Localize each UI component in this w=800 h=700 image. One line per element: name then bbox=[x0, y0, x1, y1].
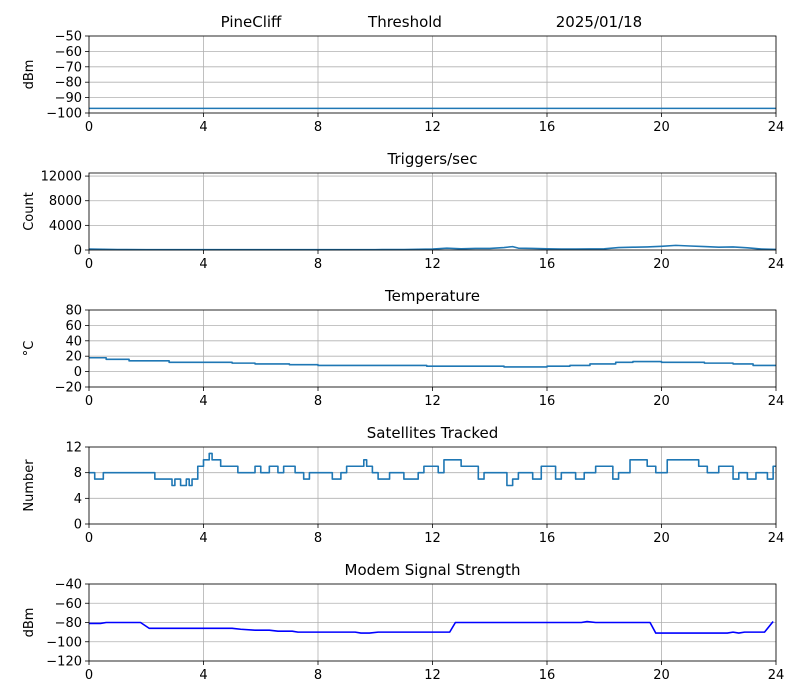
temperature-xtick-label-5: 20 bbox=[653, 394, 670, 409]
modem-signal-strength-xtick-label-4: 16 bbox=[539, 668, 556, 683]
temperature-ytick-label-1: 0 bbox=[74, 365, 82, 380]
modem-signal-strength-grid bbox=[88, 583, 777, 662]
temperature-series-line-0 bbox=[89, 356, 776, 368]
temperature-xtick-label-2: 8 bbox=[314, 394, 322, 409]
rf-level-panel: 0 4 8 12 16 20 24 −100−90−80−70−60−50 dBm bbox=[22, 30, 784, 136]
header-date: 2025/01/18 bbox=[556, 13, 642, 31]
triggers-sec-xtick-label-0: 0 bbox=[85, 257, 93, 272]
modem-signal-strength-ytick-label-4: −40 bbox=[55, 578, 82, 593]
triggers-sec-xtick-label-6: 24 bbox=[768, 257, 785, 272]
satellites-tracked-ytick-label-3: 12 bbox=[65, 441, 82, 456]
rf-level-xtick-label-3: 12 bbox=[424, 120, 441, 135]
triggers-sec-title: Triggers/sec bbox=[387, 150, 478, 168]
rf-level-xtick-label-5: 20 bbox=[653, 120, 670, 135]
header-station: PineCliff bbox=[221, 13, 282, 31]
modem-signal-strength-ytick-label-1: −100 bbox=[46, 635, 82, 650]
satellites-tracked-ytick-label-1: 4 bbox=[74, 492, 82, 507]
satellites-tracked-ytick-label-2: 8 bbox=[74, 466, 82, 481]
triggers-sec-xtick-label-3: 12 bbox=[424, 257, 441, 272]
modem-signal-strength-xtick-label-0: 0 bbox=[85, 668, 93, 683]
temperature-ytick-label-2: 20 bbox=[65, 350, 82, 365]
temperature-xtick-label-4: 16 bbox=[539, 394, 556, 409]
modem-signal-strength-series-line-0 bbox=[89, 620, 774, 634]
modem-signal-strength-ylabel: dBm bbox=[22, 608, 37, 638]
triggers-sec-ytick-label-1: 4000 bbox=[49, 219, 82, 234]
satellites-tracked-series-line-0 bbox=[89, 452, 776, 487]
temperature-ytick-label-5: 80 bbox=[65, 304, 82, 319]
modem-signal-strength-xtick-label-6: 24 bbox=[768, 668, 785, 683]
temperature-ytick-label-4: 60 bbox=[65, 319, 82, 334]
triggers-sec-ylabel: Count bbox=[22, 192, 37, 231]
satellites-tracked-xtick-label-4: 16 bbox=[539, 531, 556, 546]
modem-signal-strength-panel: 0 4 8 12 16 20 24 −120 −100 −80 −60 −40 Modem Signal… bbox=[22, 561, 784, 683]
modem-signal-strength-xtick-label-3: 12 bbox=[424, 668, 441, 683]
satellites-tracked-panel: 0 4 8 12 16 20 24 0 4 8 12 Satellites Tracked Number bbox=[22, 424, 784, 546]
modem-signal-strength-ytick-label-0: −120 bbox=[46, 655, 82, 670]
rf-level-ytick-label-2: −80 bbox=[55, 76, 82, 91]
triggers-sec-xtick-label-5: 20 bbox=[653, 257, 670, 272]
temperature-ytick-label-3: 40 bbox=[65, 334, 82, 349]
satellites-tracked-xtick-label-0: 0 bbox=[85, 531, 93, 546]
triggers-sec-xtick-label-4: 16 bbox=[539, 257, 556, 272]
modem-signal-strength-xtick-label-5: 20 bbox=[653, 668, 670, 683]
satellites-tracked-title: Satellites Tracked bbox=[367, 424, 498, 442]
header-mode: Threshold bbox=[367, 13, 442, 31]
rf-level-xtick-label-1: 4 bbox=[199, 120, 207, 135]
temperature-grid bbox=[88, 309, 777, 388]
modem-signal-strength-ytick-label-2: −80 bbox=[55, 616, 82, 631]
temperature-xtick-label-0: 0 bbox=[85, 394, 93, 409]
triggers-sec-xtick-label-2: 8 bbox=[314, 257, 322, 272]
satellites-tracked-xtick-label-6: 24 bbox=[768, 531, 785, 546]
temperature-xtick-label-6: 24 bbox=[768, 394, 785, 409]
satellites-tracked-xtick-label-1: 4 bbox=[199, 531, 207, 546]
temperature-ytick-label-0: −20 bbox=[55, 381, 82, 396]
temperature-ylabel: °C bbox=[22, 341, 37, 357]
triggers-sec-xtick-label-1: 4 bbox=[199, 257, 207, 272]
rf-level-ylabel: dBm bbox=[22, 60, 37, 90]
satellites-tracked-xtick-label-3: 12 bbox=[424, 531, 441, 546]
modem-signal-strength-xtick-label-1: 4 bbox=[199, 668, 207, 683]
temperature-xtick-label-1: 4 bbox=[199, 394, 207, 409]
rf-level-xtick-label-4: 16 bbox=[539, 120, 556, 135]
rf-level-ytick-label-4: −60 bbox=[55, 45, 82, 60]
rf-level-grid bbox=[88, 35, 777, 114]
triggers-sec-ytick-label-2: 8000 bbox=[49, 194, 82, 209]
satellites-tracked-ylabel: Number bbox=[22, 459, 37, 512]
modem-signal-strength-xtick-label-2: 8 bbox=[314, 668, 322, 683]
temperature-title: Temperature bbox=[384, 287, 480, 305]
temperature-xtick-label-3: 12 bbox=[424, 394, 441, 409]
rf-level-xtick-label-2: 8 bbox=[314, 120, 322, 135]
triggers-sec-grid bbox=[88, 173, 777, 251]
rf-level-ytick-label-3: −70 bbox=[55, 60, 82, 75]
rf-level-ytick-label-5: −50 bbox=[55, 30, 82, 45]
rf-level-ytick-label-1: −90 bbox=[55, 91, 82, 106]
rf-level-xtick-label-6: 24 bbox=[768, 120, 785, 135]
rf-level-ytick-label-0: −100 bbox=[46, 107, 82, 122]
modem-signal-strength-ytick-label-3: −60 bbox=[55, 597, 82, 612]
satellites-tracked-ytick-label-0: 0 bbox=[74, 518, 82, 533]
satellites-tracked-xtick-label-2: 8 bbox=[314, 531, 322, 546]
triggers-sec-ytick-label-3: 12000 bbox=[41, 170, 82, 185]
triggers-sec-panel: 0 4 8 12 16 20 24 0 4000 8000 12000 Triggers/sec Cou… bbox=[22, 150, 784, 272]
triggers-sec-ytick-label-0: 0 bbox=[74, 244, 82, 259]
modem-signal-strength-title: Modem Signal Strength bbox=[345, 561, 521, 579]
satellites-tracked-xtick-label-5: 20 bbox=[653, 531, 670, 546]
rf-level-xtick-label-0: 0 bbox=[85, 120, 93, 135]
